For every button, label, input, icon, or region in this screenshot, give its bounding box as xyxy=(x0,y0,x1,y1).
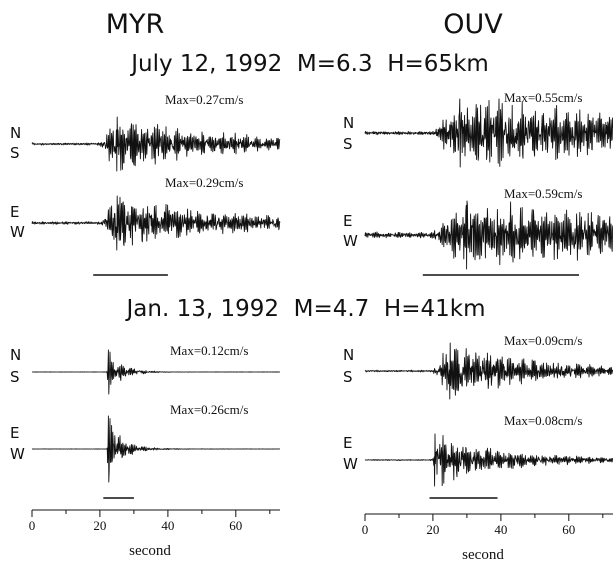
x-axis-myr: 0 20 40 60 xyxy=(29,509,280,533)
component-label-w: W xyxy=(10,223,25,241)
component-label-w: W xyxy=(343,455,358,473)
component-label-e: E xyxy=(10,424,19,442)
waveform-trace-myr-ew xyxy=(31,195,281,251)
waveform-trace-ouv-ns xyxy=(364,98,613,168)
component-label-s: S xyxy=(10,368,20,386)
waveform-trace-ouv-ns xyxy=(364,342,613,400)
station-name-myr: MYR xyxy=(106,9,165,40)
x-axis-ouv: 0 20 40 60 xyxy=(362,513,613,537)
x-axis-label-myr: second xyxy=(129,543,171,559)
x-tick-label: 0 xyxy=(362,522,369,537)
panel-ouv-ns-ev1: N S Max=0.55cm/s xyxy=(343,90,613,168)
max-velocity-label: Max=0.27cm/s xyxy=(165,92,243,107)
panel-ouv-ns-ev2: N S Max=0.09cm/s xyxy=(343,333,613,400)
waveform-trace-myr-ew xyxy=(31,415,281,483)
panel-myr-ns-ev2: N S Max=0.12cm/s xyxy=(10,343,281,395)
max-velocity-label: Max=0.08cm/s xyxy=(504,413,582,428)
panel-myr-ew-ev1: E W Max=0.29cm/s xyxy=(10,175,281,251)
x-tick-label: 20 xyxy=(93,518,106,533)
waveform-trace-ouv-ew xyxy=(364,200,613,270)
component-label-s: S xyxy=(343,135,353,153)
station-name-ouv: OUV xyxy=(443,9,503,40)
max-velocity-label: Max=0.09cm/s xyxy=(504,333,582,348)
component-label-s: S xyxy=(343,368,353,386)
component-label-w: W xyxy=(343,232,358,250)
component-label-e: E xyxy=(10,203,19,221)
max-velocity-label: Max=0.26cm/s xyxy=(170,402,248,417)
max-velocity-label: Max=0.59cm/s xyxy=(504,186,582,201)
waveform-trace-myr-ns xyxy=(31,116,281,172)
panel-ouv-ew-ev2: E W Max=0.08cm/s xyxy=(343,413,613,487)
component-label-n: N xyxy=(10,124,21,142)
component-label-e: E xyxy=(343,212,352,230)
component-label-e: E xyxy=(343,434,352,452)
max-velocity-label: Max=0.29cm/s xyxy=(165,175,243,190)
x-axis-label-ouv: second xyxy=(462,547,504,563)
component-label-w: W xyxy=(10,445,25,463)
component-label-n: N xyxy=(10,346,21,364)
component-label-n: N xyxy=(343,114,354,132)
event-title-jan-1992: Jan. 13, 1992 M=4.7 H=41km xyxy=(125,296,486,322)
component-label-n: N xyxy=(343,346,354,364)
x-tick-label: 40 xyxy=(494,522,507,537)
panel-myr-ew-ev2: E W Max=0.26cm/s xyxy=(10,402,281,483)
component-label-s: S xyxy=(10,144,20,162)
panel-ouv-ew-ev1: E W Max=0.59cm/s xyxy=(343,186,613,270)
waveform-trace-ouv-ew xyxy=(364,433,613,487)
max-velocity-label: Max=0.12cm/s xyxy=(170,343,248,358)
max-velocity-label: Max=0.55cm/s xyxy=(504,90,582,105)
x-tick-label: 0 xyxy=(29,518,36,533)
event-title-july-1992: July 12, 1992 M=6.3 H=65km xyxy=(129,51,489,77)
x-tick-label: 60 xyxy=(562,522,575,537)
x-tick-label: 20 xyxy=(426,522,439,537)
waveform-trace-myr-ns xyxy=(31,349,281,395)
x-tick-label: 60 xyxy=(229,518,242,533)
x-tick-label: 40 xyxy=(161,518,174,533)
panel-myr-ns-ev1: N S Max=0.27cm/s xyxy=(10,92,281,172)
